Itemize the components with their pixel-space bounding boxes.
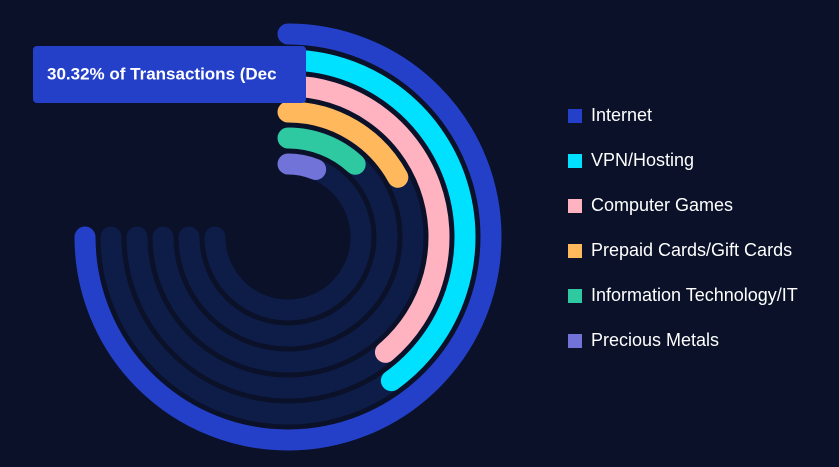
- arcs: [74, 23, 502, 451]
- radial-bar: [277, 101, 409, 188]
- legend-swatch: [568, 289, 582, 303]
- radial-bar: [277, 75, 450, 363]
- radial-bar: [277, 49, 476, 392]
- legend-label: Information Technology/IT: [591, 285, 798, 305]
- legend-swatch: [568, 244, 582, 258]
- legend-swatch: [568, 199, 582, 213]
- legend-swatch: [568, 334, 582, 348]
- legend-swatch: [568, 109, 582, 123]
- legend-label: Computer Games: [591, 195, 733, 215]
- legend-label: Internet: [591, 105, 652, 125]
- radial-bar: [74, 23, 502, 451]
- track: [204, 153, 372, 321]
- legend-label: Prepaid Cards/Gift Cards: [591, 240, 792, 260]
- legend-swatch: [568, 154, 582, 168]
- tooltip-box: [33, 46, 306, 103]
- tooltip-text: 30.32% of Transactions (Dec: [47, 64, 277, 83]
- radial-bar: [277, 153, 327, 180]
- tooltip: 30.32% of Transactions (Dec: [33, 46, 306, 103]
- radial-bar: [277, 127, 366, 175]
- legend: Internet VPN/Hosting Computer Games Prepaid…: [568, 105, 798, 350]
- legend-label: VPN/Hosting: [591, 150, 694, 170]
- legend-label: Precious Metals: [591, 330, 719, 350]
